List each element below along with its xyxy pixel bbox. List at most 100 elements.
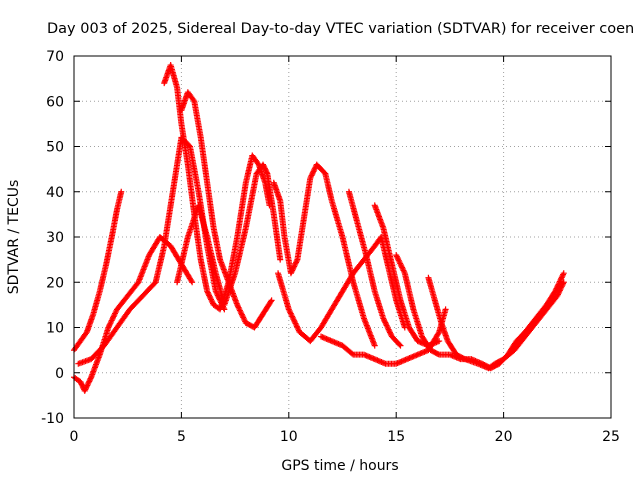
data-point	[106, 323, 113, 330]
data-point	[397, 260, 404, 267]
y-tick-label: -10	[41, 411, 64, 427]
y-tick-label: 20	[46, 275, 64, 291]
data-point	[84, 381, 91, 388]
data-point	[387, 330, 394, 337]
data-point	[238, 310, 245, 317]
data-point	[434, 351, 441, 358]
data-point	[436, 338, 443, 345]
data-point	[84, 382, 91, 389]
data-point	[289, 266, 296, 273]
data-point	[556, 279, 563, 286]
data-point	[398, 263, 405, 270]
data-point	[349, 350, 356, 357]
y-tick-label: 50	[46, 140, 64, 156]
data-point	[112, 309, 119, 316]
data-point	[208, 297, 215, 304]
data-point	[556, 288, 563, 295]
data-point	[558, 274, 565, 281]
data-point	[110, 313, 117, 320]
data-point	[86, 378, 93, 385]
data-point	[382, 319, 389, 326]
data-point	[558, 284, 565, 291]
data-point	[291, 262, 298, 269]
data-point	[393, 253, 400, 260]
data-point	[236, 307, 243, 314]
data-point	[382, 321, 389, 328]
x-tick-label: 10	[280, 429, 298, 445]
series-arc-10	[371, 202, 443, 349]
data-point	[206, 292, 213, 299]
data-point	[309, 171, 316, 178]
data-point	[263, 169, 270, 176]
x-tick-label: 15	[387, 429, 405, 445]
data-point	[308, 172, 315, 179]
data-point	[268, 297, 275, 304]
data-point	[240, 314, 247, 321]
data-point	[385, 326, 392, 333]
data-point	[277, 256, 284, 263]
series-arc-13	[425, 274, 567, 372]
data-point	[241, 317, 248, 324]
data-point	[393, 252, 400, 259]
data-point	[399, 266, 406, 273]
y-tick-label: 70	[46, 49, 64, 65]
data-point	[292, 260, 299, 267]
data-point	[85, 379, 92, 386]
data-point	[559, 272, 566, 279]
axes: 0 5 10 15 20 25 -10 0 10 20 30 40 50 60 70	[41, 49, 620, 445]
data-point	[555, 290, 562, 297]
data-point	[108, 317, 115, 324]
y-tick-label: 30	[46, 230, 64, 246]
data-point	[560, 280, 567, 287]
series-arc-2	[71, 234, 196, 394]
data-point	[558, 283, 565, 290]
data-point	[307, 173, 314, 180]
data-point	[381, 318, 388, 325]
data-point	[401, 268, 408, 275]
x-tick-label: 0	[70, 429, 79, 445]
data-point	[386, 327, 393, 334]
data-point	[204, 289, 211, 296]
x-tick-label: 20	[495, 429, 513, 445]
data-point	[399, 264, 406, 271]
data-point	[105, 324, 112, 331]
data-point	[118, 188, 125, 195]
data-point	[109, 314, 116, 321]
data-point	[106, 321, 113, 328]
data-point	[397, 342, 404, 349]
data-point	[290, 264, 297, 271]
data-point	[556, 278, 563, 285]
y-tick-label: 40	[46, 185, 64, 201]
data-point	[82, 386, 89, 393]
data-point	[291, 263, 298, 270]
data-point	[555, 281, 562, 288]
data-point	[240, 315, 247, 322]
data-point	[307, 175, 314, 182]
data-point	[108, 318, 115, 325]
data-point	[395, 257, 402, 264]
data-point	[207, 295, 214, 302]
data-point	[380, 316, 387, 323]
data-point	[310, 168, 317, 175]
data-point	[293, 259, 300, 266]
series-arc-12	[393, 252, 567, 372]
data-point	[208, 296, 215, 303]
data-point	[205, 291, 212, 298]
data-point	[554, 291, 561, 298]
data-point	[238, 311, 245, 318]
data-point	[107, 320, 114, 327]
y-tick-label: 10	[46, 321, 64, 337]
y-tick-label: 0	[55, 366, 64, 382]
data-point	[400, 267, 407, 274]
series-arc-6	[174, 161, 284, 308]
data-point	[111, 310, 118, 317]
data-point	[109, 316, 116, 323]
data-point	[558, 275, 565, 282]
data-point	[204, 288, 211, 295]
data-point	[190, 96, 197, 103]
data-point	[554, 292, 561, 299]
data-point	[460, 355, 467, 362]
data-point	[237, 308, 244, 315]
x-tick-label: 25	[602, 429, 620, 445]
